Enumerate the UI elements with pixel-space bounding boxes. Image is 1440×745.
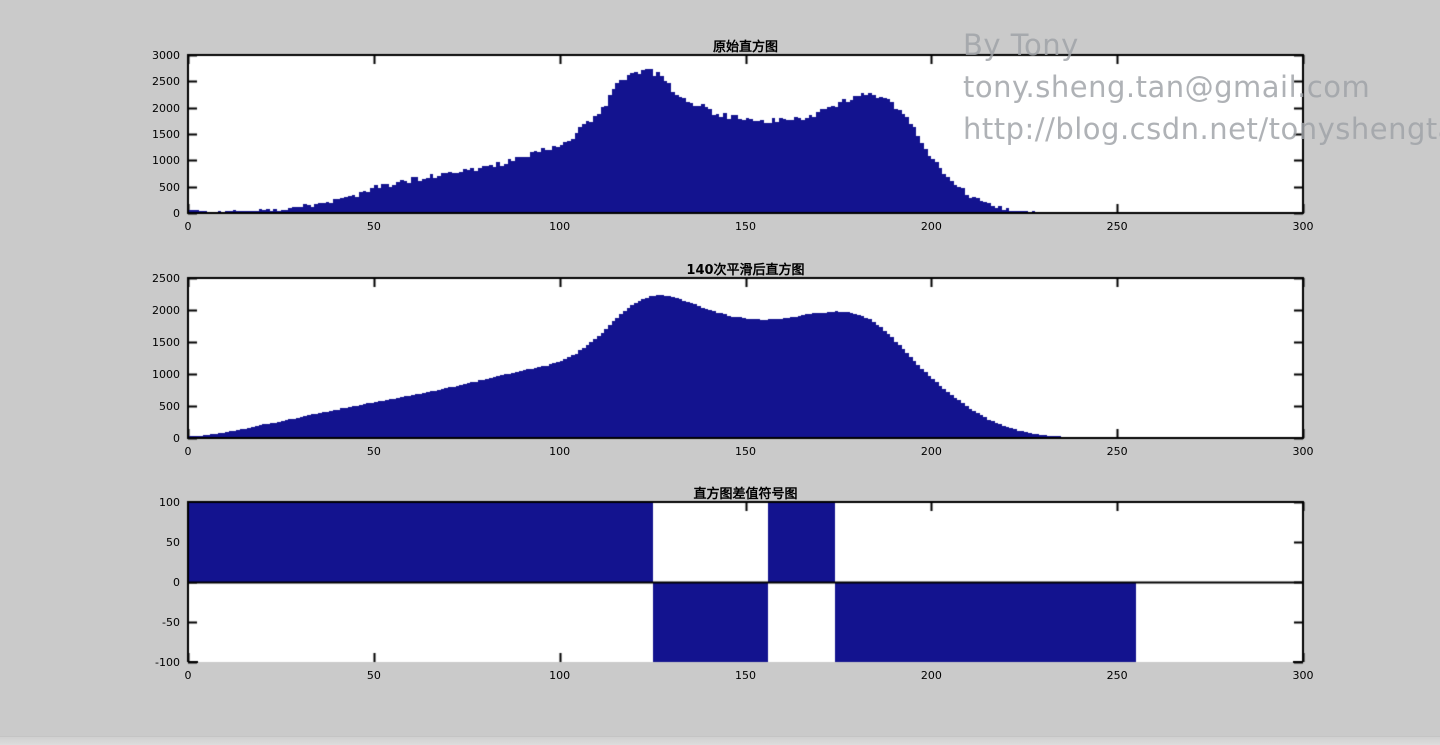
x-tick-label: 100 bbox=[549, 445, 571, 458]
x-tick-label: 50 bbox=[366, 445, 381, 458]
y-tick-label: 1500 bbox=[152, 336, 180, 349]
watermark-author: By Tony bbox=[963, 28, 1079, 62]
chart-title-sign-histogram: 直方图差值符号图 bbox=[693, 487, 798, 502]
watermark: By Tony tony.sheng.tan@gmail.com http://… bbox=[963, 24, 1440, 150]
watermark-email: tony.sheng.tan@gmail.com bbox=[963, 70, 1371, 104]
y-tick-label: 1000 bbox=[152, 368, 180, 381]
x-tick-label: 150 bbox=[735, 445, 756, 458]
y-tick-label: 2500 bbox=[152, 75, 180, 89]
x-tick-label: 0 bbox=[184, 445, 192, 458]
y-tick-label: -100 bbox=[155, 656, 180, 669]
chart-title-original-histogram: 原始直方图 bbox=[712, 40, 778, 55]
y-tick-label: 50 bbox=[166, 536, 180, 549]
x-tick-label: 300 bbox=[1292, 220, 1314, 233]
y-tick-label: 1500 bbox=[152, 128, 180, 141]
x-tick-label: 200 bbox=[920, 669, 942, 682]
y-tick-label: 2000 bbox=[152, 304, 180, 317]
x-tick-label: 250 bbox=[1106, 669, 1128, 682]
y-tick-label: -50 bbox=[162, 616, 180, 629]
x-tick-label: 300 bbox=[1292, 669, 1314, 682]
y-tick-label: 100 bbox=[159, 496, 180, 509]
x-tick-label: 0 bbox=[184, 220, 192, 233]
x-tick-label: 300 bbox=[1292, 445, 1314, 458]
y-tick-label: 2000 bbox=[152, 101, 180, 115]
x-tick-label: 250 bbox=[1106, 220, 1128, 233]
x-tick-label: 200 bbox=[920, 220, 942, 233]
y-tick-label: 0 bbox=[173, 432, 180, 445]
y-tick-label: 1000 bbox=[152, 154, 180, 168]
y-tick-label: 2500 bbox=[152, 272, 180, 285]
x-tick-label: 0 bbox=[184, 669, 192, 682]
y-tick-label: 500 bbox=[159, 180, 180, 194]
window-bottom-edge bbox=[0, 736, 1440, 745]
x-tick-label: 150 bbox=[735, 669, 756, 682]
y-tick-label: 0 bbox=[173, 207, 180, 220]
x-tick-label: 200 bbox=[920, 445, 942, 458]
y-tick-label: 0 bbox=[173, 576, 180, 589]
y-tick-label: 500 bbox=[159, 400, 180, 413]
chart-title-smoothed-histogram: 140次平滑后直方图 bbox=[686, 263, 805, 278]
x-tick-label: 100 bbox=[549, 220, 571, 233]
x-tick-label: 100 bbox=[549, 669, 571, 682]
watermark-url: http://blog.csdn.net/tonyshengtan bbox=[963, 112, 1440, 146]
x-tick-label: 250 bbox=[1106, 445, 1128, 458]
x-tick-label: 50 bbox=[366, 669, 381, 682]
y-tick-label: 3000 bbox=[152, 49, 180, 62]
x-tick-label: 150 bbox=[735, 220, 756, 233]
x-tick-label: 50 bbox=[366, 220, 381, 233]
